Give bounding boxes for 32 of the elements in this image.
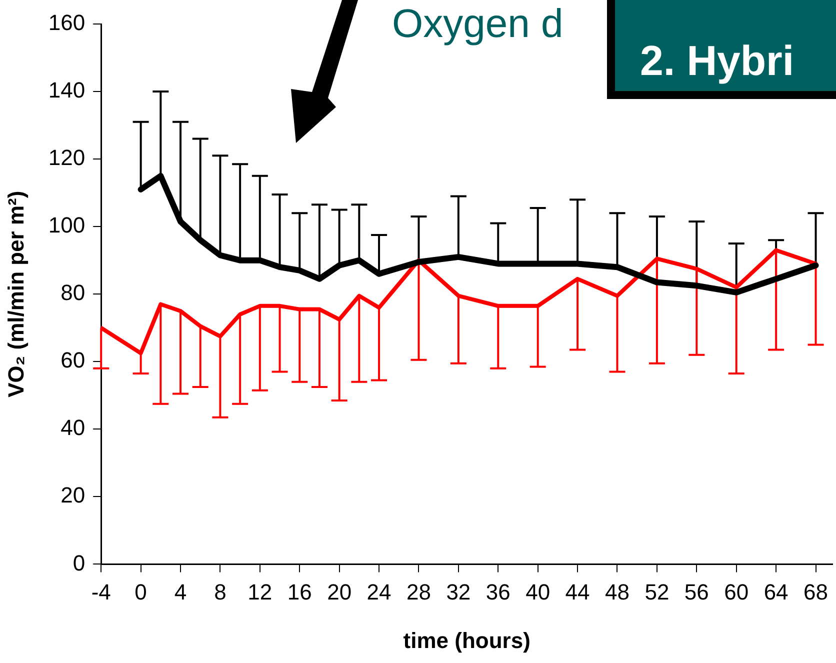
x-tick-label: 28 <box>406 579 431 604</box>
x-tick-label: 52 <box>644 579 670 604</box>
x-tick-label: 48 <box>605 579 630 604</box>
y-tick-label: 140 <box>48 78 86 103</box>
x-tick-label: 40 <box>526 579 550 604</box>
x-tick-label: 44 <box>565 579 590 604</box>
x-tick-label: 16 <box>287 579 312 604</box>
y-tick-label: 80 <box>60 280 86 306</box>
x-tick-label: 20 <box>327 579 352 604</box>
x-tick-label: -4 <box>91 579 111 604</box>
x-tick-label: 60 <box>724 579 749 604</box>
x-tick-label: 64 <box>764 579 788 604</box>
x-tick-label: 68 <box>804 579 828 604</box>
x-tick-label: 56 <box>684 579 709 604</box>
x-tick-label: 36 <box>486 579 510 604</box>
y-tick-label: 0 <box>72 550 86 576</box>
y-axis-title: VO₂ (ml/min per m²) <box>3 190 28 398</box>
x-tick-label: 0 <box>134 579 147 604</box>
y-tick-label: 120 <box>48 145 86 170</box>
x-tick-label: 4 <box>174 579 187 604</box>
annotation: Oxygen d <box>392 2 564 47</box>
y-tick-label: 20 <box>60 482 86 508</box>
x-tick-label: 12 <box>248 579 272 604</box>
annotation: 2. Hybri <box>640 37 794 85</box>
x-tick-label: 8 <box>214 579 226 604</box>
x-tick-label: 24 <box>366 579 392 604</box>
x-axis-title: time (hours) <box>403 628 530 653</box>
y-tick-label: 60 <box>60 348 86 373</box>
y-tick-label: 40 <box>60 415 86 440</box>
y-tick-label: 100 <box>48 212 86 238</box>
y-tick-label: 160 <box>48 10 86 36</box>
x-tick-label: 32 <box>446 579 471 604</box>
